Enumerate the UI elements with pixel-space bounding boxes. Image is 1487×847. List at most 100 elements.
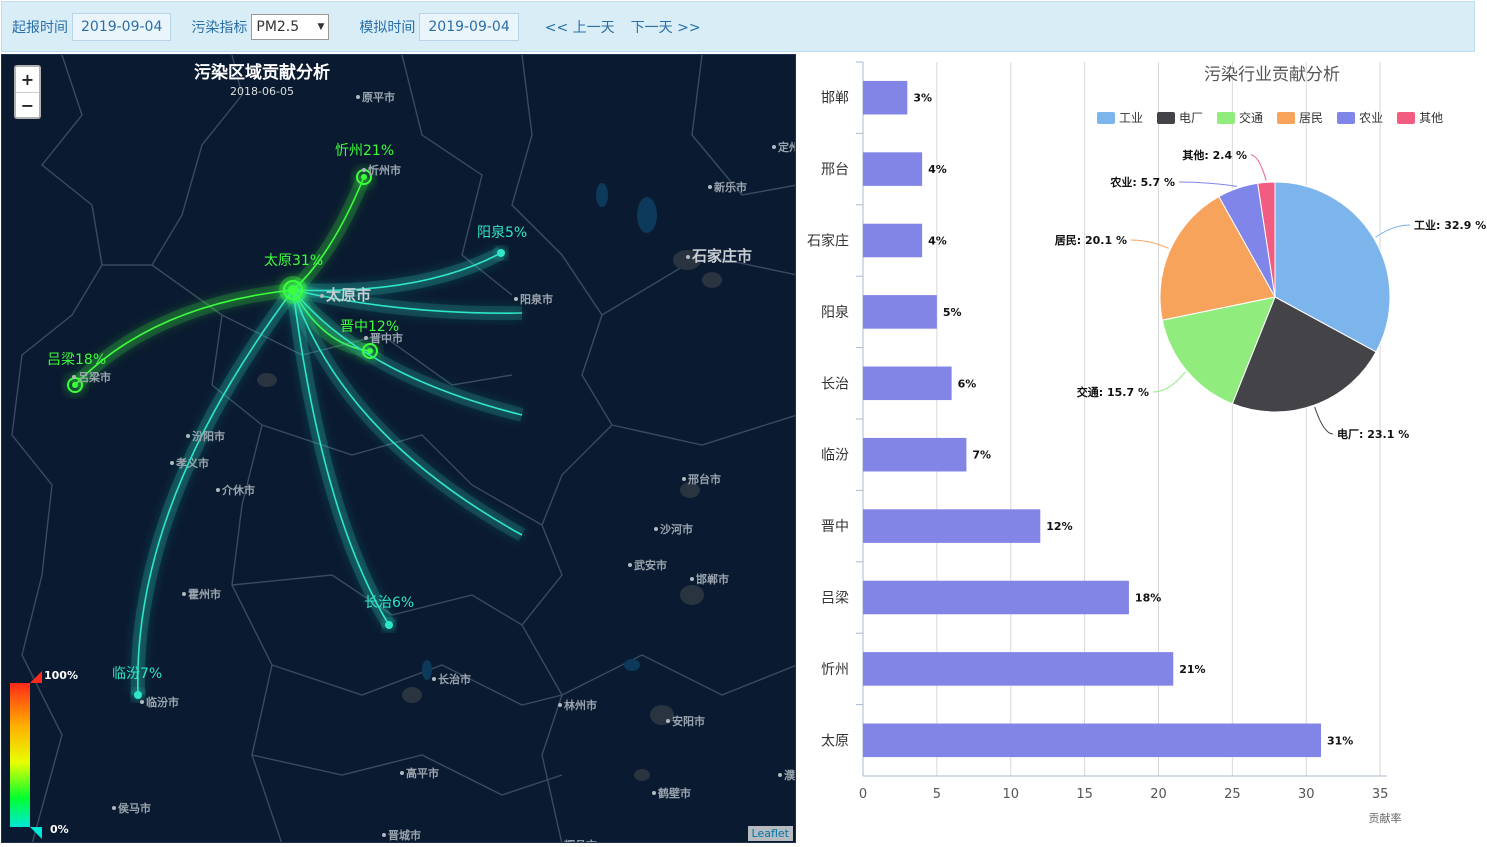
x-tick-label: 15: [1076, 787, 1093, 802]
bar[interactable]: [863, 580, 1129, 615]
city-dot: [686, 255, 690, 259]
legend-item[interactable]: 其他: [1397, 109, 1443, 126]
source-node[interactable]: [385, 621, 393, 629]
source-labels: 太原31% 忻州21% 阳泉5% 晋中12% 吕梁18% 长治6% 临汾7%: [47, 143, 527, 682]
y-category-label: 邯郸: [821, 91, 849, 107]
pie-connector: [1152, 371, 1186, 393]
pie-data-label: 居民: 20.1 %: [1055, 234, 1127, 247]
city-label: 鹤壁市: [658, 786, 691, 800]
legend-swatch: [1217, 111, 1236, 124]
city-dot: [708, 185, 712, 189]
city-label: 长治市: [438, 672, 471, 686]
sim-time-input[interactable]: 2019-09-04: [419, 12, 519, 41]
city-label: 原平市: [362, 90, 395, 104]
city-label: 吕梁市: [78, 370, 111, 384]
city-dot: [170, 461, 174, 465]
chart-canvas: 0 5 10 15 20 25 30 35 3% 邯郸 4% 邢台 4% 石家庄 5% 阳泉 6% 长治 7% 临汾 1…: [807, 61, 1486, 825]
bar[interactable]: [863, 437, 967, 472]
city-dot: [216, 488, 220, 492]
city-label: 定州: [778, 140, 796, 154]
source-label: 临汾7%: [112, 666, 162, 682]
city-dot: [652, 791, 656, 795]
bar-data-label: 6%: [958, 377, 977, 390]
boundaries: [11, 55, 795, 842]
city-label: 石家庄市: [691, 247, 752, 265]
flow-line: [292, 289, 390, 626]
legend-item[interactable]: 交通: [1217, 109, 1263, 126]
y-category-label: 忻州: [821, 662, 849, 678]
city-label: 濮: [784, 768, 796, 782]
pie: 工业: 32.9 % 电厂: 23.1 % 交通: 15.7 % 居民: 20.1 %…: [1055, 148, 1486, 441]
legend-swatch: [1397, 111, 1416, 124]
leaflet-attribution-link[interactable]: Leaflet: [747, 826, 793, 841]
source-label: 忻州21%: [335, 143, 394, 159]
pie-connector: [1314, 406, 1334, 435]
city-label: 晋城市: [388, 828, 421, 842]
next-day-link[interactable]: 下一天 >>: [630, 19, 701, 36]
city-dot: [558, 703, 562, 707]
y-category-label: 石家庄: [807, 233, 849, 250]
city-dot: [364, 336, 368, 340]
bar[interactable]: [863, 80, 908, 115]
scale-max-label: 100%: [44, 669, 78, 682]
pie-slice[interactable]: [1257, 181, 1276, 298]
pie-slice[interactable]: [1231, 296, 1377, 413]
x-tick-label: 5: [933, 787, 941, 802]
source-label: 长治6%: [364, 595, 414, 611]
pie-connector: [1250, 154, 1267, 181]
bar[interactable]: [863, 723, 1321, 758]
zoom-in-button[interactable]: +: [20, 70, 35, 89]
city-dot: [112, 806, 116, 810]
city-label: 侯马市: [118, 801, 151, 815]
scale-min-label: 0%: [50, 823, 69, 836]
city-dot: [432, 677, 436, 681]
report-time-input[interactable]: 2019-09-04: [72, 12, 172, 41]
bar[interactable]: [863, 223, 923, 258]
city-dot: [400, 771, 404, 775]
zoom-out-button[interactable]: −: [16, 92, 39, 117]
x-tick-label: 35: [1372, 787, 1389, 802]
bar[interactable]: [863, 152, 923, 186]
x-tick-label: 0: [859, 787, 867, 802]
bar[interactable]: [863, 652, 1174, 686]
map-title: 污染区域贡献分析: [194, 63, 330, 83]
bar[interactable]: [863, 295, 937, 329]
source-node[interactable]: [134, 691, 142, 699]
city-dot: [682, 477, 686, 481]
pie-data-label: 工业: 32.9 %: [1414, 218, 1486, 232]
pie-slice[interactable]: [1159, 195, 1276, 321]
legend-swatch: [1157, 111, 1176, 124]
bar-data-label: 4%: [928, 163, 947, 176]
legend-item[interactable]: 居民: [1277, 109, 1323, 126]
pollutant-select[interactable]: PM2.5 ▼: [251, 13, 330, 40]
flow-line: [292, 289, 523, 536]
city-dot: [382, 833, 386, 837]
pie-data-label: 交通: 15.7 %: [1077, 385, 1149, 399]
legend-item[interactable]: 工业: [1097, 109, 1143, 126]
y-category-label: 邢台: [821, 162, 849, 178]
legend-item[interactable]: 农业: [1337, 109, 1383, 126]
pie-slice[interactable]: [1161, 296, 1276, 405]
y-category-label: 阳泉: [821, 304, 849, 321]
sim-time-label: 模拟时间: [359, 19, 416, 36]
pie-slice[interactable]: [1274, 181, 1391, 353]
city-dot: [666, 719, 670, 723]
pie-data-label: 农业: 5.7 %: [1109, 175, 1175, 189]
pie-legend: 工业 电厂 交通 居民 农业 其他: [1097, 109, 1457, 126]
source-node[interactable]: [497, 249, 505, 257]
prev-day-link[interactable]: << 上一天: [544, 19, 615, 36]
bar[interactable]: [863, 509, 1041, 543]
legend-item[interactable]: 电厂: [1157, 109, 1203, 126]
urban-areas: [257, 250, 722, 781]
bar-data-label: 12%: [1046, 520, 1072, 533]
source-label: 吕梁18%: [47, 352, 106, 368]
bar[interactable]: [863, 366, 952, 401]
source-node[interactable]: [279, 276, 307, 304]
pollutant-label: 污染指标: [191, 19, 248, 36]
x-tick-label: 20: [1150, 787, 1167, 802]
city-label: 辉县市: [564, 838, 597, 843]
city-label: 高平市: [406, 766, 439, 780]
source-node[interactable]: [362, 343, 378, 359]
